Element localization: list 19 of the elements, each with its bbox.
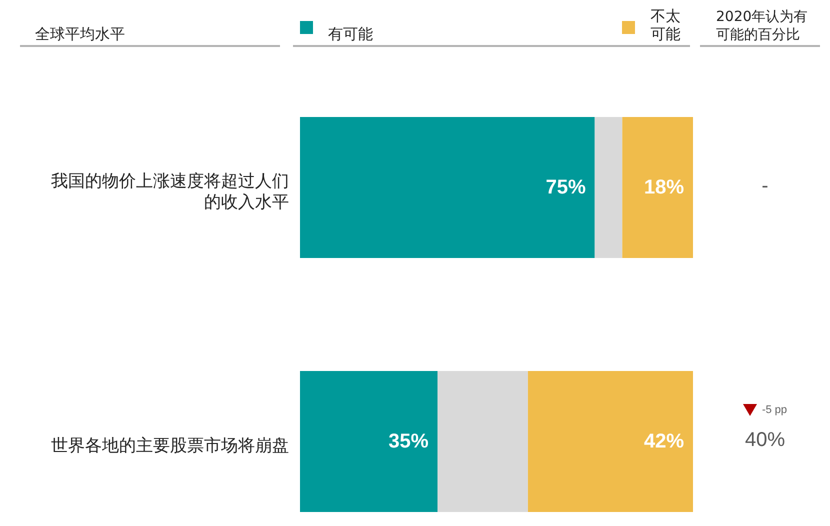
text: -: [762, 175, 768, 198]
text: 2020年认为有可能的百分比: [716, 9, 808, 43]
legend-label: 有可能: [328, 25, 373, 43]
data-label: 75%: [546, 176, 586, 198]
bar: [438, 370, 528, 512]
bar: [528, 370, 693, 512]
bar: [300, 116, 595, 258]
text: -5 pp: [762, 404, 788, 416]
y-tick-label: 我国的物价上涨速度将超过人们的收入水平: [51, 170, 289, 212]
bar: [594, 116, 622, 258]
data-label: 18%: [644, 176, 684, 198]
data-label: 35%: [388, 430, 429, 452]
bar: [622, 116, 693, 258]
text: 全球平均水平: [35, 25, 125, 43]
text: 40%: [744, 429, 786, 452]
y-tick-label: 世界各地的主要股票市场将崩盘: [51, 436, 289, 456]
legend-label: 不太可能: [650, 7, 680, 43]
bar: [300, 370, 438, 512]
data-label: 42%: [644, 430, 684, 452]
